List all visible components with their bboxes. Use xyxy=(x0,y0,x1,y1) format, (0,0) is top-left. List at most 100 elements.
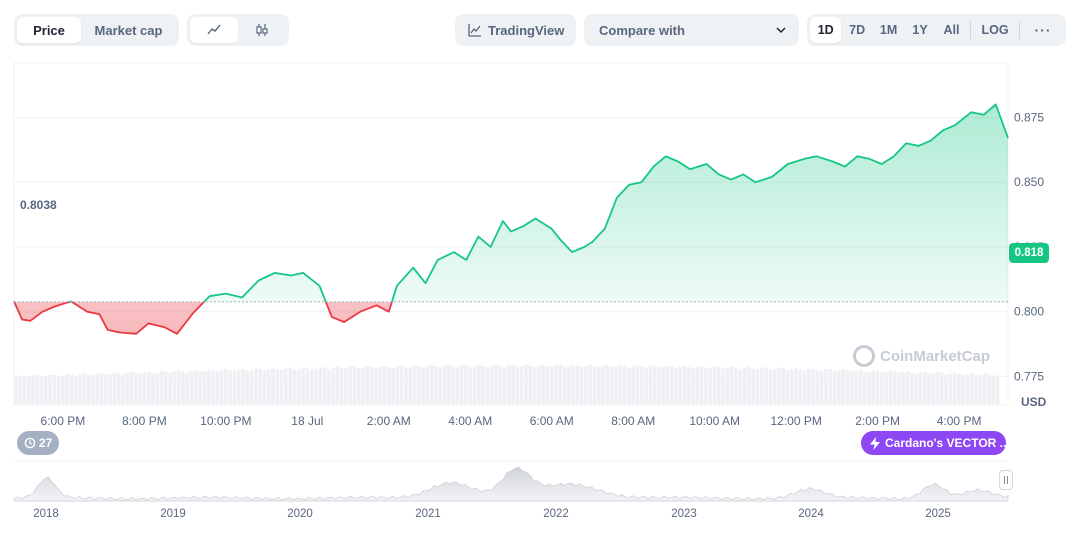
volume-bar xyxy=(468,367,473,405)
volume-bar xyxy=(978,375,983,405)
volume-bar xyxy=(22,376,27,405)
volume-bar xyxy=(502,366,507,405)
watermark-text: CoinMarketCap xyxy=(880,347,991,365)
volume-bar xyxy=(549,366,554,405)
volume-bar xyxy=(777,367,781,405)
volume-bar xyxy=(657,367,661,405)
volume-bar xyxy=(609,366,614,405)
volume-bar xyxy=(939,372,944,405)
volume-bar xyxy=(228,370,232,405)
volume-bar xyxy=(682,365,687,405)
volume-bar xyxy=(905,370,910,405)
volume-bar xyxy=(52,375,57,405)
volume-bar xyxy=(618,365,623,405)
current-price-tag: 0.818 xyxy=(1009,243,1049,263)
volume-bar xyxy=(74,375,78,405)
compare-dropdown[interactable]: Compare with xyxy=(584,14,799,46)
volume-bar xyxy=(39,376,44,405)
volume-bar xyxy=(335,366,340,405)
volume-bar xyxy=(845,370,850,405)
volume-bar xyxy=(717,366,721,405)
volume-bar xyxy=(952,372,957,405)
price-series xyxy=(13,103,1009,335)
y-tick-label: 0.800 xyxy=(1014,305,1044,319)
volume-bar xyxy=(181,371,185,405)
x-tick-label: 12:00 PM xyxy=(770,414,821,428)
volume-bar xyxy=(344,368,348,405)
tradingview-label: TradingView xyxy=(488,22,565,38)
navigator-year-label: 2019 xyxy=(160,508,186,520)
time-navigator[interactable]: 2018 2019 2020 2021 2022 2023 2024 2025 xyxy=(13,460,1009,520)
navigator-year-label: 2024 xyxy=(798,508,824,520)
volume-bar xyxy=(957,373,961,405)
line-chart-button[interactable] xyxy=(190,17,238,43)
volume-bar xyxy=(198,371,202,405)
volume-bar xyxy=(446,365,451,405)
volume-bar xyxy=(202,371,207,405)
news-event-button[interactable]: Cardano's VECTOR ... xyxy=(861,431,1006,455)
volume-bar xyxy=(14,376,18,405)
volume-bar xyxy=(987,374,991,405)
more-options-button[interactable]: ··· xyxy=(1034,22,1052,38)
volume-bar xyxy=(622,365,627,405)
x-tick-label: 6:00 AM xyxy=(530,414,574,428)
volume-bar xyxy=(95,373,100,405)
chevron-down-icon xyxy=(776,27,786,34)
volume-bar xyxy=(288,367,292,405)
volume-bar xyxy=(262,370,267,405)
volume-bar xyxy=(794,367,798,405)
volume-bar xyxy=(134,373,138,405)
volume-bar xyxy=(408,367,412,405)
volume-bar xyxy=(309,369,314,405)
volume-bar xyxy=(824,368,828,405)
volume-bar xyxy=(747,366,751,405)
volume-bar xyxy=(901,371,905,405)
chart-type-toggle xyxy=(187,14,289,46)
range-1d[interactable]: 1D xyxy=(810,17,842,43)
navigator-handle[interactable] xyxy=(999,470,1013,490)
y-tick-label: 0.875 xyxy=(1014,110,1044,124)
volume-bar xyxy=(755,369,760,405)
volume-bar xyxy=(597,367,601,405)
volume-bar xyxy=(159,370,164,405)
volume-bar xyxy=(104,374,108,405)
volume-bar xyxy=(528,365,533,405)
volume-bar xyxy=(849,371,854,405)
tab-market-cap[interactable]: Market cap xyxy=(94,22,163,38)
volume-bar xyxy=(314,368,318,405)
range-all[interactable]: All xyxy=(943,23,960,37)
volume-bar xyxy=(507,365,511,405)
navigator-year-label: 2018 xyxy=(33,508,59,520)
volume-bar xyxy=(588,364,593,405)
volume-bar xyxy=(146,371,151,405)
volume-bar xyxy=(897,373,901,405)
volume-bar xyxy=(129,371,134,405)
range-1m[interactable]: 1M xyxy=(879,23,898,37)
volume-bar xyxy=(249,370,254,405)
volume-bar xyxy=(828,369,833,405)
volume-bar xyxy=(494,364,498,405)
tradingview-button[interactable]: TradingView xyxy=(455,14,576,46)
log-scale-button[interactable]: LOG xyxy=(981,23,1009,37)
x-tick-label: 4:00 AM xyxy=(448,414,492,428)
volume-bar xyxy=(61,375,65,405)
volume-bar xyxy=(472,366,477,405)
range-7d[interactable]: 7D xyxy=(849,23,866,37)
volume-bar xyxy=(695,366,700,405)
volume-bar xyxy=(305,367,310,405)
volume-bar xyxy=(879,372,884,405)
candlestick-button[interactable] xyxy=(238,17,286,43)
range-1y[interactable]: 1Y xyxy=(912,23,928,37)
x-tick-label: 6:00 PM xyxy=(41,414,86,428)
volume-bar xyxy=(669,366,674,405)
tab-price[interactable]: Price xyxy=(17,17,81,43)
range-divider xyxy=(970,21,972,39)
volume-bar xyxy=(485,367,490,405)
volume-bar xyxy=(168,373,172,405)
volume-bar xyxy=(562,366,567,405)
events-button[interactable]: 27 xyxy=(17,431,59,455)
volume-bar xyxy=(369,366,374,405)
volume-bar xyxy=(982,373,987,405)
volume-bar xyxy=(292,369,297,405)
